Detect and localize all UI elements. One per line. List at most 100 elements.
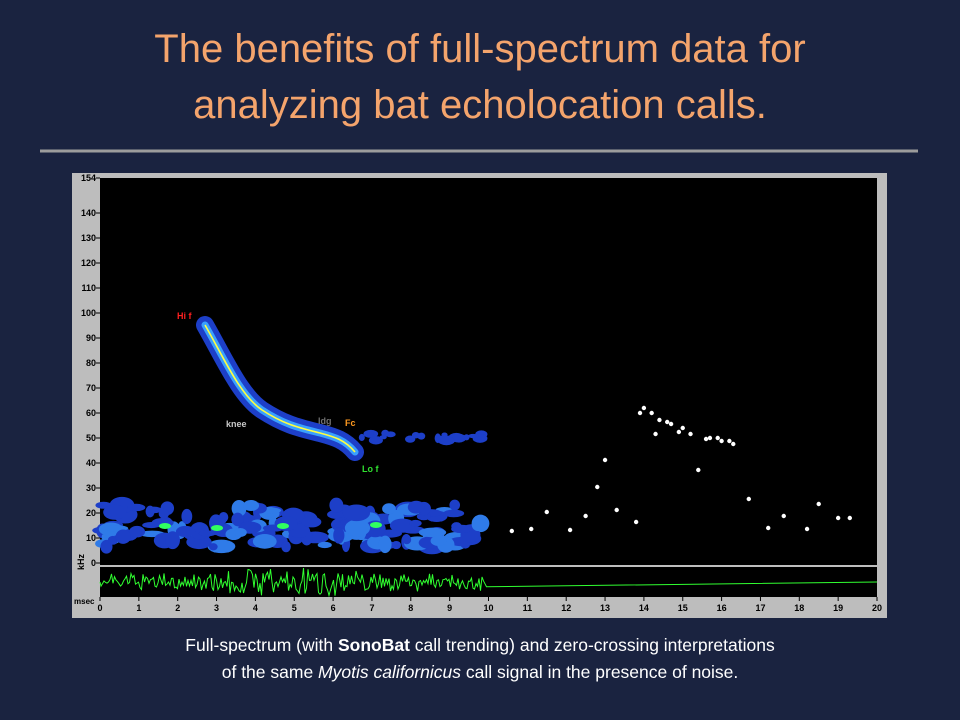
annotation: Lo f — [362, 464, 379, 474]
x-tick-label: 17 — [755, 603, 765, 613]
y-tick-label: 90 — [86, 333, 96, 343]
noise-blob — [407, 500, 425, 514]
noise-blob — [107, 535, 118, 545]
x-tick-label: 3 — [214, 603, 219, 613]
noise-blob — [252, 534, 277, 549]
zero-crossing-point — [641, 405, 647, 411]
noise-blob — [418, 527, 447, 538]
y-tick-label: 154 — [81, 173, 96, 183]
noise-blob — [381, 429, 390, 437]
call-trend — [204, 324, 356, 453]
zero-crossing-point — [727, 438, 732, 444]
zero-crossing-point — [544, 509, 549, 515]
x-tick-label: 15 — [678, 603, 688, 613]
noise-blob — [128, 525, 146, 538]
noise-blob — [405, 435, 416, 443]
y-tick-label: 100 — [81, 308, 96, 318]
zero-crossing-point — [746, 496, 751, 502]
zero-crossing-point — [649, 410, 654, 416]
noise-hotspot — [211, 525, 223, 531]
zero-crossing-point — [731, 441, 736, 447]
y-tick-label: 130 — [81, 233, 96, 243]
noise-blob — [198, 530, 217, 537]
x-tick-label: 0 — [97, 603, 102, 613]
x-tick-label: 4 — [253, 603, 258, 613]
zero-crossing-point — [509, 528, 515, 534]
zero-crossing-point — [595, 484, 600, 490]
x-tick-label: 18 — [794, 603, 804, 613]
y-tick-label: 10 — [86, 533, 96, 543]
zero-crossing-point — [614, 507, 619, 513]
zero-crossing-point — [804, 526, 810, 532]
noise-blob — [344, 519, 371, 537]
y-tick-label: 40 — [86, 458, 96, 468]
noise-blob — [233, 528, 247, 537]
zero-crossing-point — [719, 438, 724, 444]
x-tick-label: 8 — [408, 603, 413, 613]
noise-blob — [463, 434, 470, 441]
caption-text: call signal in the presence of noise. — [461, 662, 738, 682]
noise-blob — [181, 508, 193, 524]
noise-blob — [165, 531, 180, 550]
zero-crossing-point — [665, 419, 670, 425]
x-tick-label: 7 — [369, 603, 374, 613]
x-tick-label: 2 — [175, 603, 180, 613]
y-tick-label: 20 — [86, 508, 96, 518]
zero-crossing-point — [633, 519, 639, 525]
zero-crossing-point — [668, 421, 674, 427]
noise-blob — [391, 540, 402, 550]
noise-blob — [329, 497, 344, 513]
noise-blob — [333, 526, 345, 544]
noise-blob — [416, 512, 431, 521]
noise-blob — [430, 535, 447, 546]
noise-blob — [214, 518, 227, 525]
noise-blob — [382, 503, 396, 515]
annotation: knee — [226, 419, 247, 429]
x-tick-label: 1 — [136, 603, 141, 613]
noise-blob — [127, 503, 146, 512]
y-tick-label: 120 — [81, 258, 96, 268]
y-tick-label: 140 — [81, 208, 96, 218]
noise-blob — [103, 504, 127, 520]
annotation: Hi f — [177, 311, 193, 321]
noise-blob — [145, 506, 162, 514]
x-tick-label: 9 — [447, 603, 452, 613]
noise-blob — [317, 541, 332, 549]
noise-blob — [367, 430, 374, 438]
noise-blob — [402, 535, 412, 545]
noise-blob — [441, 432, 448, 437]
zero-crossing-point — [567, 527, 573, 533]
y-tick-label: 30 — [86, 483, 96, 493]
zero-crossing-point — [637, 410, 643, 416]
x-tick-label: 11 — [523, 603, 533, 613]
noise-blob — [389, 518, 416, 533]
zero-crossing-point — [703, 436, 709, 442]
zero-crossing-point — [816, 501, 821, 507]
caption-text: of the same — [222, 662, 318, 682]
noise-blob — [451, 524, 472, 534]
caption-text: Myotis californicus — [318, 662, 461, 682]
noise-blob — [231, 500, 247, 517]
noise-blob — [327, 509, 347, 519]
zero-crossing-point — [707, 435, 713, 441]
y-tick-label: 110 — [81, 283, 96, 293]
noise-blob — [443, 509, 465, 518]
noise-blob — [449, 499, 461, 511]
caption-line: Full-spectrum (with SonoBat call trendin… — [185, 635, 775, 655]
noise-hotspot — [277, 523, 289, 529]
waveform — [99, 568, 878, 598]
zero-crossing-point — [835, 515, 841, 521]
noise-blob — [368, 436, 383, 445]
zero-crossing-point — [688, 431, 693, 437]
noise-blob — [186, 534, 212, 550]
y-axis-label: kHz — [76, 553, 86, 570]
full-spectrum-spectrogram — [196, 316, 364, 461]
zero-crossing-point — [766, 525, 771, 531]
y-tick-label: 50 — [86, 433, 96, 443]
noise-blob — [281, 541, 291, 553]
noise-blob — [471, 518, 486, 532]
zero-crossing-point — [715, 435, 720, 441]
x-axis-label: msec — [74, 597, 95, 606]
zero-crossing-point — [602, 457, 608, 463]
